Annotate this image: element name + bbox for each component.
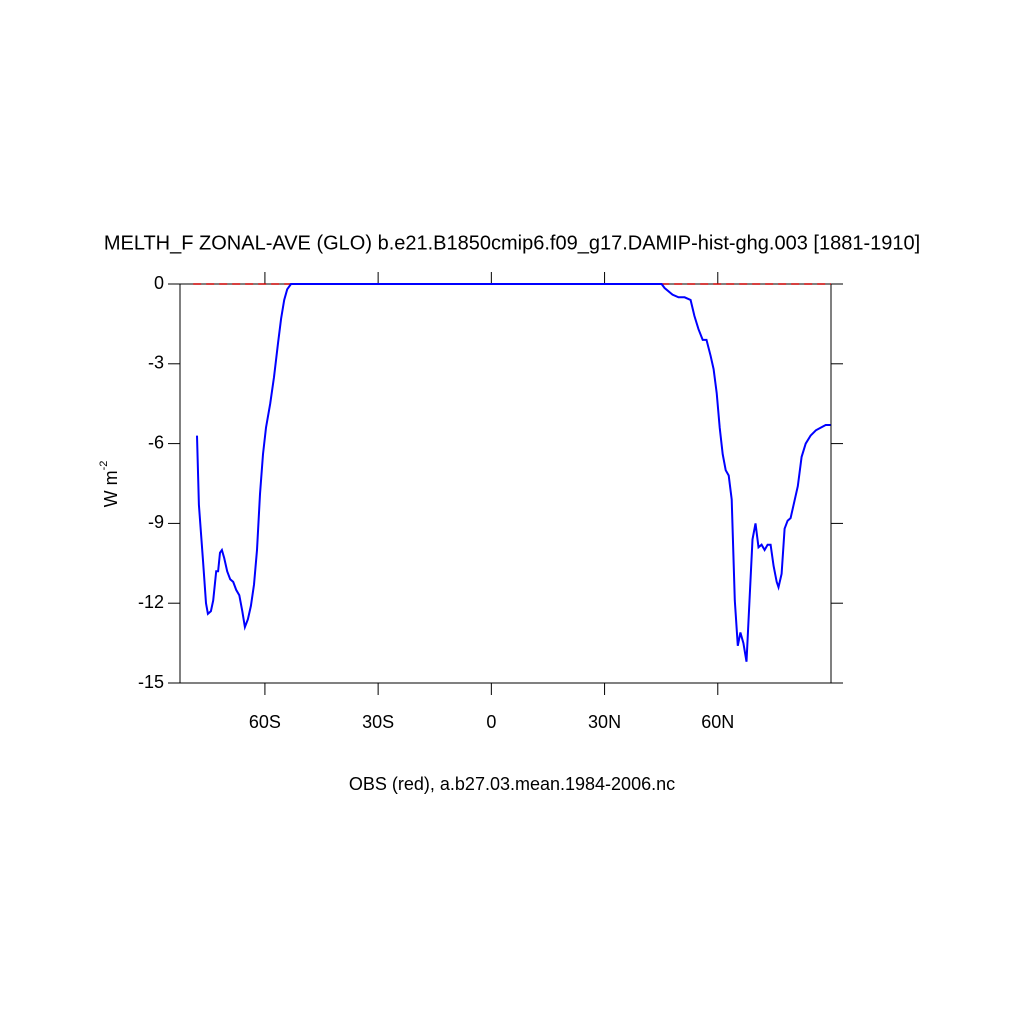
y-tick-label: -9: [148, 512, 164, 532]
data-line: [196, 283, 831, 662]
x-tick-label: 60N: [701, 712, 734, 732]
y-tick-label: -3: [148, 353, 164, 373]
y-axis-label: W m-2: [98, 461, 121, 508]
y-label-text: W m: [101, 470, 121, 507]
y-tick-label: -15: [138, 672, 164, 692]
x-tick-label: 0: [486, 712, 496, 732]
y-label-sup: -2: [98, 461, 110, 471]
y-tick-label: -6: [148, 432, 164, 452]
x-tick-label: 60S: [249, 712, 281, 732]
subtitle: OBS (red), a.b27.03.mean.1984-2006.nc: [349, 774, 675, 794]
x-tick-label: 30S: [362, 712, 394, 732]
chart-title: MELTH_F ZONAL-AVE (GLO) b.e21.B1850cmip6…: [104, 232, 920, 254]
x-tick-label: 30N: [588, 712, 621, 732]
y-tick-label: 0: [154, 273, 164, 293]
y-tick-label: -12: [138, 592, 164, 612]
